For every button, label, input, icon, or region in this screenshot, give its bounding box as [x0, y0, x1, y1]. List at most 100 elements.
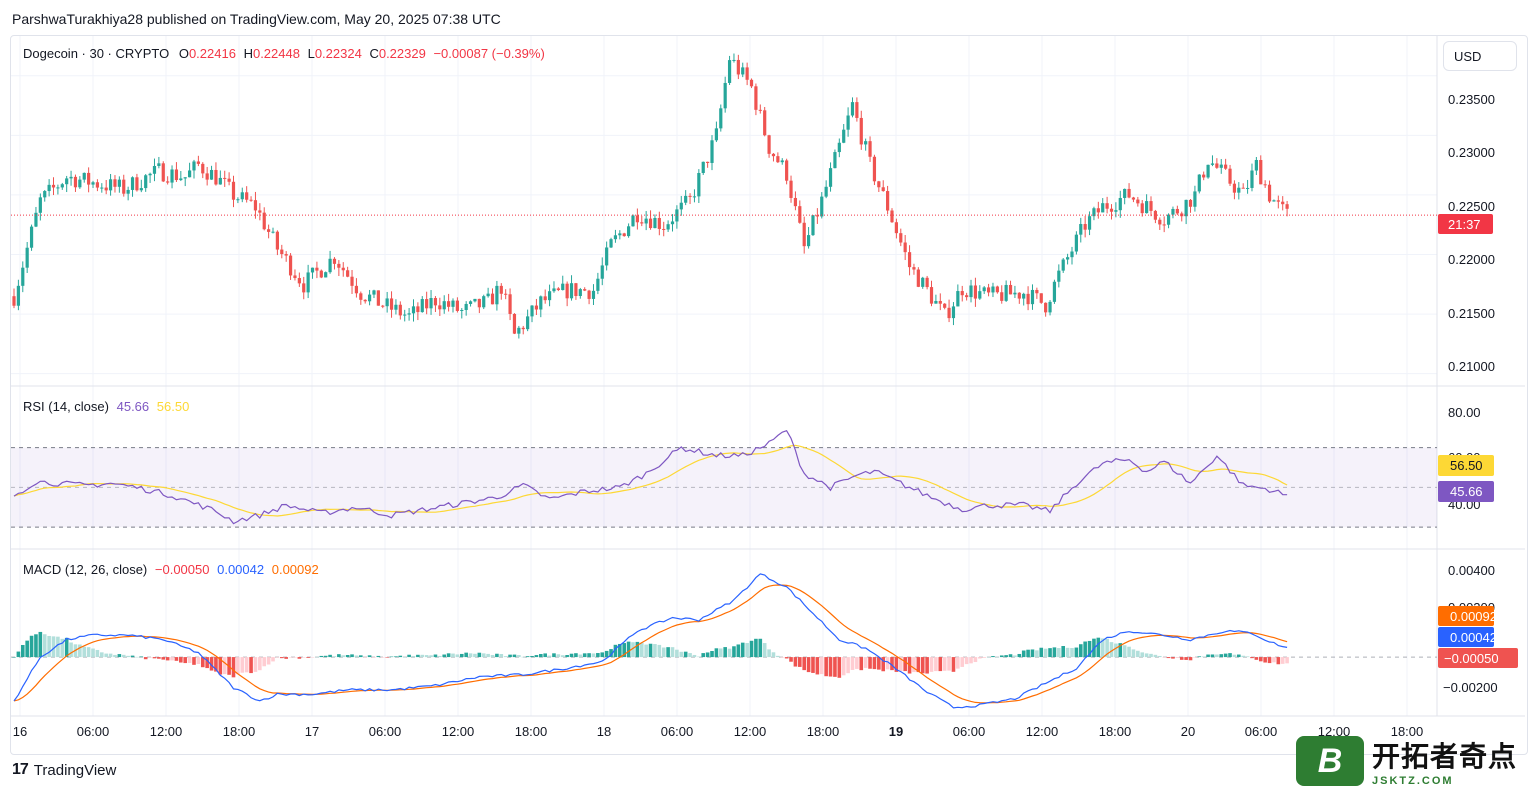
macd-hist-bar: [1254, 657, 1259, 660]
candle-body: [978, 291, 982, 299]
macd-hist-bar: [1061, 646, 1066, 658]
main-legend: Dogecoin · 30 · CRYPTO O0.22416 H0.22448…: [23, 46, 545, 61]
candle-body: [789, 180, 793, 198]
macd-hist-bar: [986, 656, 991, 658]
macd-hist-bar: [108, 653, 113, 658]
macd-hist-bar: [675, 649, 679, 658]
currency-selector[interactable]: USD: [1443, 41, 1517, 71]
candle-body: [675, 209, 679, 222]
candle-body: [460, 309, 464, 311]
candle-body: [631, 215, 635, 227]
candle-body: [605, 247, 609, 266]
macd-hist-bar: [1131, 649, 1136, 658]
candle-body: [1281, 201, 1285, 205]
candle-body: [376, 290, 380, 306]
macd-name[interactable]: MACD (12, 26, close): [23, 562, 148, 577]
candle-body: [995, 286, 999, 293]
macd-hist-bar: [1087, 640, 1092, 658]
candle-body: [815, 215, 819, 217]
tradingview-logo[interactable]: 17 TradingView: [12, 761, 116, 779]
rsi-name[interactable]: RSI (14, close): [23, 399, 109, 414]
macd-tick: 0.00400: [1448, 563, 1495, 578]
candle-body: [411, 306, 416, 314]
candle-body: [736, 59, 740, 75]
macd-legend-signal: 0.00092: [271, 562, 319, 577]
macd-hist-bar: [1039, 647, 1044, 658]
macd-hist-bar: [701, 653, 706, 658]
symbol-label[interactable]: Dogecoin · 30 · CRYPTO: [23, 46, 170, 61]
price-tick: 0.22500: [1448, 199, 1495, 214]
macd-hist-bar: [205, 657, 209, 669]
macd-hist-bar: [648, 643, 653, 658]
macd-hist-bar: [1057, 648, 1061, 658]
macd-hist-bar: [1136, 650, 1140, 658]
candle-body: [824, 186, 828, 197]
candle-body: [117, 179, 121, 187]
time-tick: 17: [305, 724, 319, 739]
candle-body: [1048, 301, 1052, 313]
candle-body: [258, 210, 262, 213]
candle-body: [907, 252, 912, 268]
macd-hist-bar: [20, 644, 25, 658]
candle-body: [231, 181, 236, 200]
macd-hist-bar: [1206, 654, 1210, 658]
candle-body: [1035, 289, 1039, 294]
high-value: 0.22448: [252, 46, 300, 61]
macd-hist-bar: [517, 655, 521, 658]
candle-body: [73, 176, 78, 188]
rsi-value: 45.66: [1450, 484, 1483, 499]
macd-hist-bar: [745, 643, 749, 658]
macd-hist-bar: [995, 656, 1000, 658]
price-tick: 0.21000: [1448, 359, 1495, 374]
macd-hist-bar: [1083, 641, 1087, 658]
candle-body: [1276, 200, 1280, 202]
candle-body: [938, 300, 942, 304]
macd-hist-bar: [385, 657, 389, 658]
candle-body: [1285, 204, 1289, 209]
candle-body: [464, 303, 468, 310]
macd-hist-bar: [912, 657, 916, 673]
macd-hist-bar: [1162, 657, 1166, 658]
time-tick: 06:00: [1245, 724, 1278, 739]
hist-badge: [1438, 648, 1518, 668]
macd-hist-bar: [1184, 657, 1188, 660]
candle-body: [1105, 203, 1109, 209]
candle-body: [960, 291, 964, 296]
macd-hist-bar: [1232, 654, 1237, 658]
macd-hist-bar: [1197, 656, 1202, 658]
candle-body: [1118, 197, 1122, 211]
candle-body: [82, 172, 86, 180]
macd-hist-bar: [42, 634, 47, 658]
candle-body: [1202, 174, 1206, 178]
macd-hist-bar: [1122, 645, 1127, 658]
candle-body: [1272, 200, 1276, 202]
candle-body: [706, 161, 710, 163]
macd-hist-bar: [328, 654, 332, 658]
candle-body: [1171, 208, 1175, 215]
macd-hist-bar: [789, 657, 793, 662]
macd-hist-bar: [192, 657, 196, 665]
candle-body: [837, 142, 841, 153]
candle-body: [749, 79, 754, 87]
candle-body: [1267, 184, 1272, 202]
candle-body: [12, 296, 16, 306]
candle-body: [1131, 197, 1136, 200]
macd-tick: −0.00200: [1443, 680, 1498, 695]
macd-hist-bar: [798, 657, 802, 667]
macd-hist-bar: [920, 657, 925, 674]
macd-hist-bar: [697, 656, 701, 658]
candle-body: [552, 288, 556, 292]
macd-hist-bar: [837, 657, 842, 678]
candle-body: [899, 233, 903, 243]
watermark-badge-icon: B: [1296, 736, 1364, 786]
candle-body: [354, 285, 359, 294]
candle-body: [324, 272, 328, 278]
candle-body: [1044, 302, 1048, 313]
macd-hist-bar: [341, 655, 346, 658]
macd-hist-bar: [653, 644, 657, 658]
candle-body: [126, 189, 130, 194]
candle-body: [1263, 184, 1267, 186]
candle-body: [438, 305, 442, 310]
macd-hist-bar: [354, 655, 359, 658]
